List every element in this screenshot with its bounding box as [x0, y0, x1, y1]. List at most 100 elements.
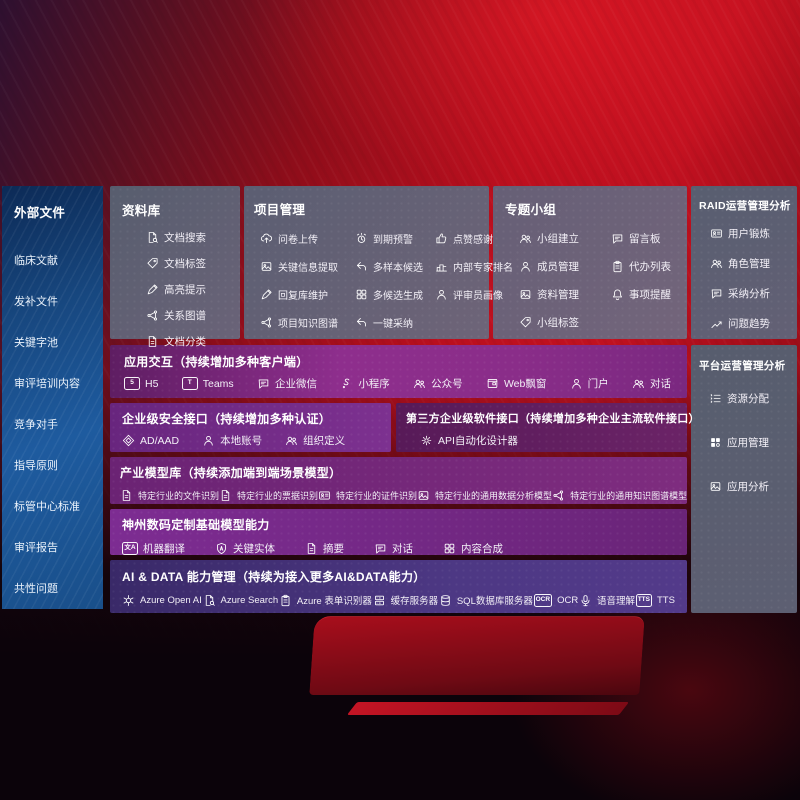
platform-analysis-panel: 平台运营管理分析 资源分配 应用管理 应用分析 [691, 345, 797, 613]
sidebar-item: 竞争对手 [14, 419, 58, 431]
feature-item: 项目知识图谱 [260, 315, 355, 330]
feature-item-label: 点赞感谢 [453, 235, 493, 246]
sidebar-item: 发补文件 [14, 296, 58, 308]
base-models-title: 神州数码定制基础模型能力 [122, 518, 270, 532]
feature-item: 特定行业的票据识别 [219, 489, 318, 502]
third-party-interface-items: API自动化设计器 [406, 433, 677, 448]
feature-item: 关键实体 [215, 541, 275, 556]
laptop-silhouette [309, 616, 645, 695]
feature-item: SQL数据库服务器 [439, 593, 533, 607]
security-interface-title: 企业级安全接口（持续增加多种认证） [122, 412, 332, 426]
ai-data-items: Azure Open AI Azure Search Azure 表单识别器 缓存服务… [122, 593, 675, 607]
feature-item-label: 文档标签 [164, 258, 206, 270]
raid-analysis-title: RAID运营管理分析 [699, 200, 791, 212]
teams-icon: T [181, 377, 198, 390]
feature-item: 回复库维护 [260, 287, 355, 302]
feature-item: 问题趋势 [710, 316, 789, 331]
feature-item-label: 项目知识图谱 [278, 319, 338, 330]
security-interface-items: AD/AAD 本地账号 组织定义 [122, 433, 379, 448]
speech-icon [579, 594, 592, 607]
sidebar-item: 共性问题 [14, 583, 58, 595]
third-party-interface-title: 第三方企业级软件接口（持续增加多种企业主流软件接口） [406, 413, 700, 425]
feature-item: API自动化设计器 [420, 433, 518, 448]
relation-graph-icon [146, 309, 159, 322]
feature-item: 多候选生成 [355, 287, 435, 302]
feature-item: 对话 [374, 541, 413, 556]
feature-item: 高亮提示 [146, 282, 228, 297]
topic-groups-title: 专题小组 [505, 203, 557, 217]
feature-item-label: 对话 [649, 378, 671, 390]
azure-search-icon [203, 594, 216, 607]
repository-title: 资料库 [122, 204, 161, 218]
wechat-work-icon [257, 377, 270, 390]
feature-item: 文A 机器翻译 [122, 541, 185, 556]
feature-item: 本地账号 [202, 433, 262, 448]
key-info-extract-icon [260, 260, 273, 273]
feature-item-label: 角色管理 [728, 258, 770, 270]
feature-item: 小程序 [340, 376, 390, 391]
feature-item: 门户 [570, 376, 609, 391]
trend-chart-icon [710, 317, 723, 330]
feature-item: 一键采纳 [355, 315, 435, 330]
feature-item: 点赞感谢 [435, 231, 513, 246]
receipt-icon [219, 489, 232, 502]
thumb-up-icon [435, 232, 448, 245]
ocr-icon: OCR [533, 593, 553, 607]
feature-item: 关键信息提取 [260, 259, 355, 274]
feature-item-label: 特定行业的通用知识图谱模型 [570, 491, 688, 501]
feature-item: 语音理解 [579, 593, 635, 607]
feature-item: 资源分配 [709, 391, 789, 406]
feature-item: 文档标签 [146, 256, 228, 271]
feature-item: 留言板 [611, 231, 675, 246]
feature-item: 文档搜索 [146, 230, 228, 245]
feature-item: 公众号 [413, 376, 463, 391]
feature-item-label: 关键实体 [233, 543, 275, 555]
compose-icon [443, 542, 456, 555]
feature-item-label: 文档分类 [164, 336, 206, 348]
topic-groups-items: 小组建立 留言板 成员管理 代办列表 资料管理 事项提醒 小组标签 [505, 231, 675, 330]
feature-item: 问卷上传 [260, 231, 355, 246]
people-icon [710, 257, 723, 270]
relation-graph-icon [260, 316, 273, 329]
reply-arrow-icon [355, 260, 368, 273]
feature-item: 组织定义 [285, 433, 345, 448]
feature-item-label: 小程序 [358, 378, 390, 390]
relation-graph-icon [552, 489, 565, 502]
feature-item-label: 企业微信 [275, 378, 317, 390]
feature-item-label: 缓存服务器 [390, 596, 439, 607]
feature-item-label: 到期预警 [373, 235, 413, 246]
feature-item: 到期预警 [355, 231, 435, 246]
list-icon [709, 392, 722, 405]
raid-analysis-panel: RAID运营管理分析 用户锻炼 角色管理 采纳分析 问题趋势 [691, 186, 797, 339]
app-interaction-title: 应用交互（持续增加多种客户端） [124, 355, 309, 369]
feature-item: 事项提醒 [611, 287, 675, 302]
feature-item: T Teams [181, 377, 234, 390]
shield-a-icon [215, 542, 228, 555]
feature-item-label: Teams [202, 377, 234, 390]
feature-item-label: 小组标签 [537, 317, 579, 329]
feature-item-label: 特定行业的票据识别 [237, 491, 319, 501]
feature-item: 内部专家排名 [435, 259, 513, 274]
feature-item: 对话 [632, 376, 671, 391]
feature-item: 小组建立 [519, 231, 611, 246]
feature-item-label: Azure 表单识别器 [296, 596, 372, 607]
feature-item: 评审员画像 [435, 287, 513, 302]
topic-groups-panel: 专题小组 小组建立 留言板 成员管理 代办列表 资料管理 事项提醒 小组标签 [493, 186, 687, 339]
feature-item-label: 内容合成 [461, 543, 503, 555]
feature-item-label: 资料管理 [537, 289, 579, 301]
local-account-icon [202, 434, 215, 447]
platform-analysis-items: 资源分配 应用管理 应用分析 [699, 391, 789, 494]
feature-item: TTS TTS [635, 593, 675, 607]
chat-qa-icon [710, 287, 723, 300]
feature-item: 5 H5 [124, 377, 158, 390]
pen-icon [260, 288, 273, 301]
feature-item-label: 特定行业的通用数据分析模型 [435, 491, 553, 501]
sidebar-item: 审评培训内容 [14, 378, 80, 390]
repository-items: 文档搜索 文档标签 高亮提示 关系图谱 文档分类 [122, 230, 228, 349]
feature-item: 缓存服务器 [373, 593, 439, 607]
project-management-title: 项目管理 [254, 203, 306, 217]
feature-item: AD/AAD [122, 434, 179, 447]
platform-analysis-title: 平台运营管理分析 [699, 360, 786, 372]
feature-item-label: 高亮提示 [164, 284, 206, 296]
chat-icon [374, 542, 387, 555]
